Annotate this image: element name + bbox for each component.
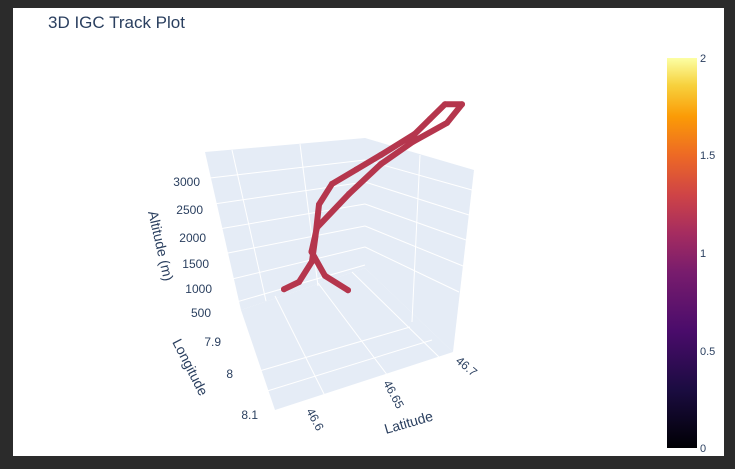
track-point[interactable] [412, 130, 418, 137]
y-tick: 8 [226, 367, 233, 381]
x-tick: 46.6 [303, 406, 326, 433]
colorbar-tick: 0.5 [700, 346, 715, 358]
y-axis-ticks: 7.9 8 8.1 [204, 335, 258, 422]
z-tick: 1500 [182, 257, 209, 271]
y-tick: 8.1 [241, 408, 258, 422]
track-point[interactable] [281, 286, 287, 293]
track-point[interactable] [316, 201, 322, 208]
scene-panes [205, 138, 474, 410]
colorbar-tick: 0 [700, 443, 706, 455]
chart-title: 3D IGC Track Plot [48, 13, 185, 32]
z-tick: 3000 [173, 175, 200, 189]
track-point[interactable] [322, 272, 328, 279]
z-tick: 1000 [185, 282, 212, 296]
scene-gridlines [209, 143, 473, 397]
colorbar-ticks: 2 1.5 1 0.5 0 [700, 53, 715, 455]
track-point[interactable] [345, 287, 351, 294]
track-point[interactable] [312, 233, 319, 239]
track-point[interactable] [410, 138, 416, 145]
track-point[interactable] [442, 101, 448, 108]
track-point[interactable] [314, 224, 320, 231]
y-tick: 7.9 [204, 335, 221, 349]
z-tick: 2500 [176, 203, 203, 217]
z-tick: 500 [191, 306, 211, 320]
x-axis-label: Latitude [382, 408, 435, 437]
track-point[interactable] [427, 116, 433, 122]
track-line [281, 101, 465, 294]
x-tick: 46.7 [453, 354, 480, 380]
track-point[interactable] [444, 119, 450, 126]
track-point[interactable] [296, 279, 302, 285]
track-point[interactable] [378, 161, 384, 167]
track-point[interactable] [309, 258, 315, 265]
z-axis-label: Altitude (m) [145, 209, 177, 282]
track-point[interactable] [353, 166, 360, 173]
track-point[interactable] [346, 190, 352, 197]
z-axis-ticks: 3000 2500 2000 1500 1000 500 [173, 175, 212, 320]
colorbar [667, 58, 697, 448]
track-point[interactable] [308, 248, 315, 255]
colorbar-tick: 2 [700, 53, 706, 65]
x-tick: 46.65 [380, 378, 407, 411]
colorbar-tick: 1.5 [700, 150, 715, 162]
track-point[interactable] [329, 180, 335, 187]
z-tick: 2000 [179, 231, 206, 245]
track-point[interactable] [378, 151, 384, 158]
colorbar-tick: 1 [700, 248, 706, 260]
track-point[interactable] [459, 101, 465, 108]
track-series[interactable] [281, 101, 465, 294]
